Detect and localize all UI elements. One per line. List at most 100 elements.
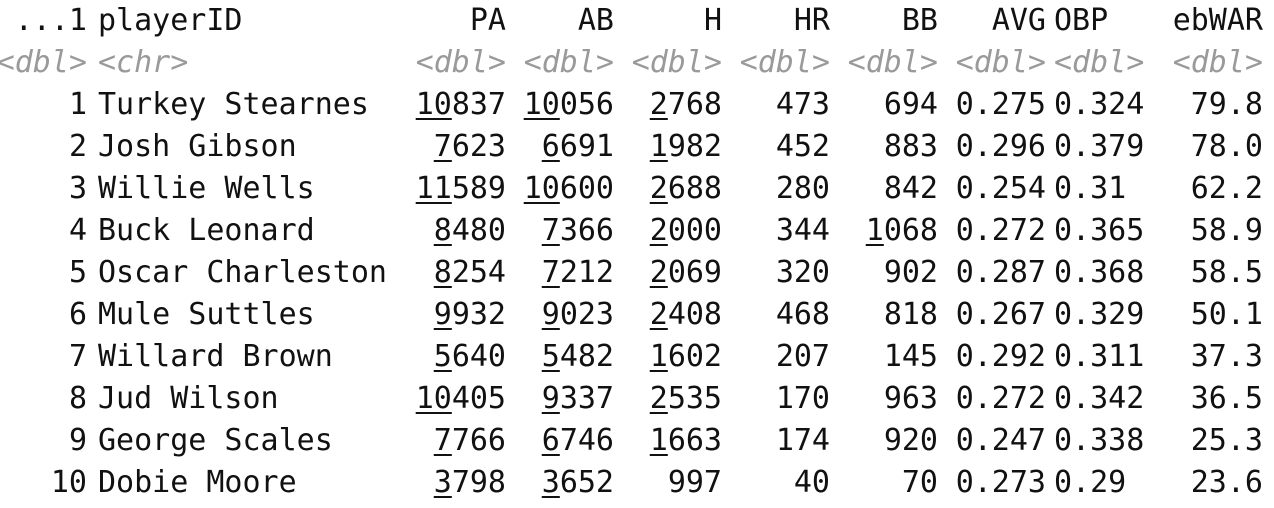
- column-header-obp: OBP: [1054, 3, 1109, 38]
- pa-cell: 7623: [433, 129, 506, 164]
- player-id-cell: Jud Wilson: [98, 381, 279, 416]
- column-type-bb: <dbl>: [847, 45, 938, 80]
- player-id-cell: Turkey Stearnes: [98, 87, 369, 122]
- bb-cell: 963: [883, 381, 938, 416]
- ebwar-cell: 50.1: [1190, 297, 1263, 332]
- column-type-war: <dbl>: [1172, 45, 1263, 80]
- avg-cell: 0.287: [955, 255, 1046, 290]
- ab-cell: 7366: [541, 213, 614, 248]
- table-row: 3 Willie Wells 11589 10600 2688 280 842 0.254 0.…: [0, 168, 1274, 210]
- table-row: 4 Buck Leonard 8480 7366 2000 344 1068 0.272 0.3…: [0, 210, 1274, 252]
- h-cell: 2000: [649, 213, 722, 248]
- obp-cell: 0.342: [1054, 381, 1145, 416]
- column-type-h: <dbl>: [631, 45, 722, 80]
- avg-cell: 0.272: [955, 381, 1046, 416]
- table-row: 8 Jud Wilson 10405 9337 2535 170 963 0.272 0.342…: [0, 378, 1274, 420]
- row-index: 3: [68, 171, 87, 206]
- hr-cell: 344: [775, 213, 830, 248]
- player-id-cell: Oscar Charleston: [98, 255, 387, 290]
- player-id-cell: Mule Suttles: [98, 297, 315, 332]
- obp-cell: 0.368: [1054, 255, 1145, 290]
- row-index: 2: [68, 129, 87, 164]
- h-cell: 2535: [649, 381, 722, 416]
- player-id-cell: Willard Brown: [98, 339, 333, 374]
- row-index: 10: [50, 465, 87, 500]
- player-id-cell: Willie Wells: [98, 171, 315, 206]
- ab-cell: 10056: [523, 87, 614, 122]
- bb-cell: 694: [883, 87, 938, 122]
- bb-cell: 920: [883, 423, 938, 458]
- hr-cell: 320: [775, 255, 830, 290]
- h-cell: 2069: [649, 255, 722, 290]
- bb-cell: 145: [883, 339, 938, 374]
- row-index: 6: [68, 297, 87, 332]
- bb-cell: 70: [901, 465, 938, 500]
- h-cell: 997: [667, 465, 722, 500]
- column-header-hr: HR: [793, 3, 830, 38]
- column-type-hr: <dbl>: [739, 45, 830, 80]
- pa-cell: 9932: [433, 297, 506, 332]
- ab-cell: 7212: [541, 255, 614, 290]
- table-body: 1 Turkey Stearnes 10 8 3 7 10056 2768 473 694 0.27…: [0, 84, 1274, 504]
- pa-cell: 3798: [433, 465, 506, 500]
- column-type-pa: <dbl>: [415, 45, 506, 80]
- obp-cell: 0.31: [1054, 171, 1127, 206]
- ebwar-cell: 78.0: [1190, 129, 1263, 164]
- column-header-idx: ...1: [14, 3, 87, 38]
- row-index: 8: [68, 381, 87, 416]
- table-row: 10 Dobie Moore 3798 3652 997 40 70 0.273 0.29 23.…: [0, 462, 1274, 504]
- ebwar-cell: 37.3: [1190, 339, 1263, 374]
- row-index: 5: [68, 255, 87, 290]
- bb-cell: 818: [883, 297, 938, 332]
- avg-cell: 0.292: [955, 339, 1046, 374]
- h-cell: 2408: [649, 297, 722, 332]
- ab-cell: 6746: [541, 423, 614, 458]
- ab-cell: 10600: [523, 171, 614, 206]
- column-type-obp: <dbl>: [1054, 45, 1145, 80]
- player-id-cell: Josh Gibson: [98, 129, 297, 164]
- column-header-player: playerID: [98, 3, 243, 38]
- ab-cell: 9023: [541, 297, 614, 332]
- column-type-player: <chr>: [98, 45, 189, 80]
- ab-cell: 9337: [541, 381, 614, 416]
- obp-cell: 0.324: [1054, 87, 1145, 122]
- table-row: 2 Josh Gibson 7623 6691 1982 452 883 0.296 0.379…: [0, 126, 1274, 168]
- hr-cell: 174: [775, 423, 830, 458]
- h-cell: 2688: [649, 171, 722, 206]
- avg-cell: 0.254: [955, 171, 1046, 206]
- avg-cell: 0.247: [955, 423, 1046, 458]
- bb-cell: 883: [883, 129, 938, 164]
- pa-cell: 8480: [433, 213, 506, 248]
- obp-cell: 0.365: [1054, 213, 1145, 248]
- bb-cell: 1068: [865, 213, 938, 248]
- hr-cell: 473: [775, 87, 830, 122]
- avg-cell: 0.267: [955, 297, 1046, 332]
- hr-cell: 40: [793, 465, 830, 500]
- column-header-bb: BB: [901, 3, 938, 38]
- column-type-avg: <dbl>: [955, 45, 1046, 80]
- avg-cell: 0.275: [955, 87, 1046, 122]
- row-index: 4: [68, 213, 87, 248]
- column-type-row: <dbl> <chr> <dbl> <dbl> <dbl> <dbl> <dbl…: [0, 42, 1274, 84]
- table-row: 1 Turkey Stearnes 10837 10056 2768 473 694 0.27…: [0, 84, 1274, 126]
- column-header-war: ebWAR: [1172, 3, 1263, 38]
- pa-cell: 8254: [433, 255, 506, 290]
- ebwar-cell: 25.3: [1190, 423, 1263, 458]
- obp-cell: 0.311: [1054, 339, 1145, 374]
- row-index: 7: [68, 339, 87, 374]
- avg-cell: 0.272: [955, 213, 1046, 248]
- ebwar-cell: 23.6: [1190, 465, 1263, 500]
- row-index: 1: [68, 87, 87, 122]
- player-id-cell: Buck Leonard: [98, 213, 315, 248]
- hr-cell: 207: [775, 339, 830, 374]
- pa-cell: 5640: [433, 339, 506, 374]
- table-row: 5 Oscar Charleston 8254 7212 2069 320 902 0.287…: [0, 252, 1274, 294]
- column-type-idx: <dbl>: [0, 45, 87, 80]
- player-id-cell: George Scales: [98, 423, 333, 458]
- table-row: 6 Mule Suttles 9932 9023 2408 468 818 0.267 0.32…: [0, 294, 1274, 336]
- bb-cell: 902: [883, 255, 938, 290]
- hr-cell: 468: [775, 297, 830, 332]
- h-cell: 2768: [649, 87, 722, 122]
- avg-cell: 0.296: [955, 129, 1046, 164]
